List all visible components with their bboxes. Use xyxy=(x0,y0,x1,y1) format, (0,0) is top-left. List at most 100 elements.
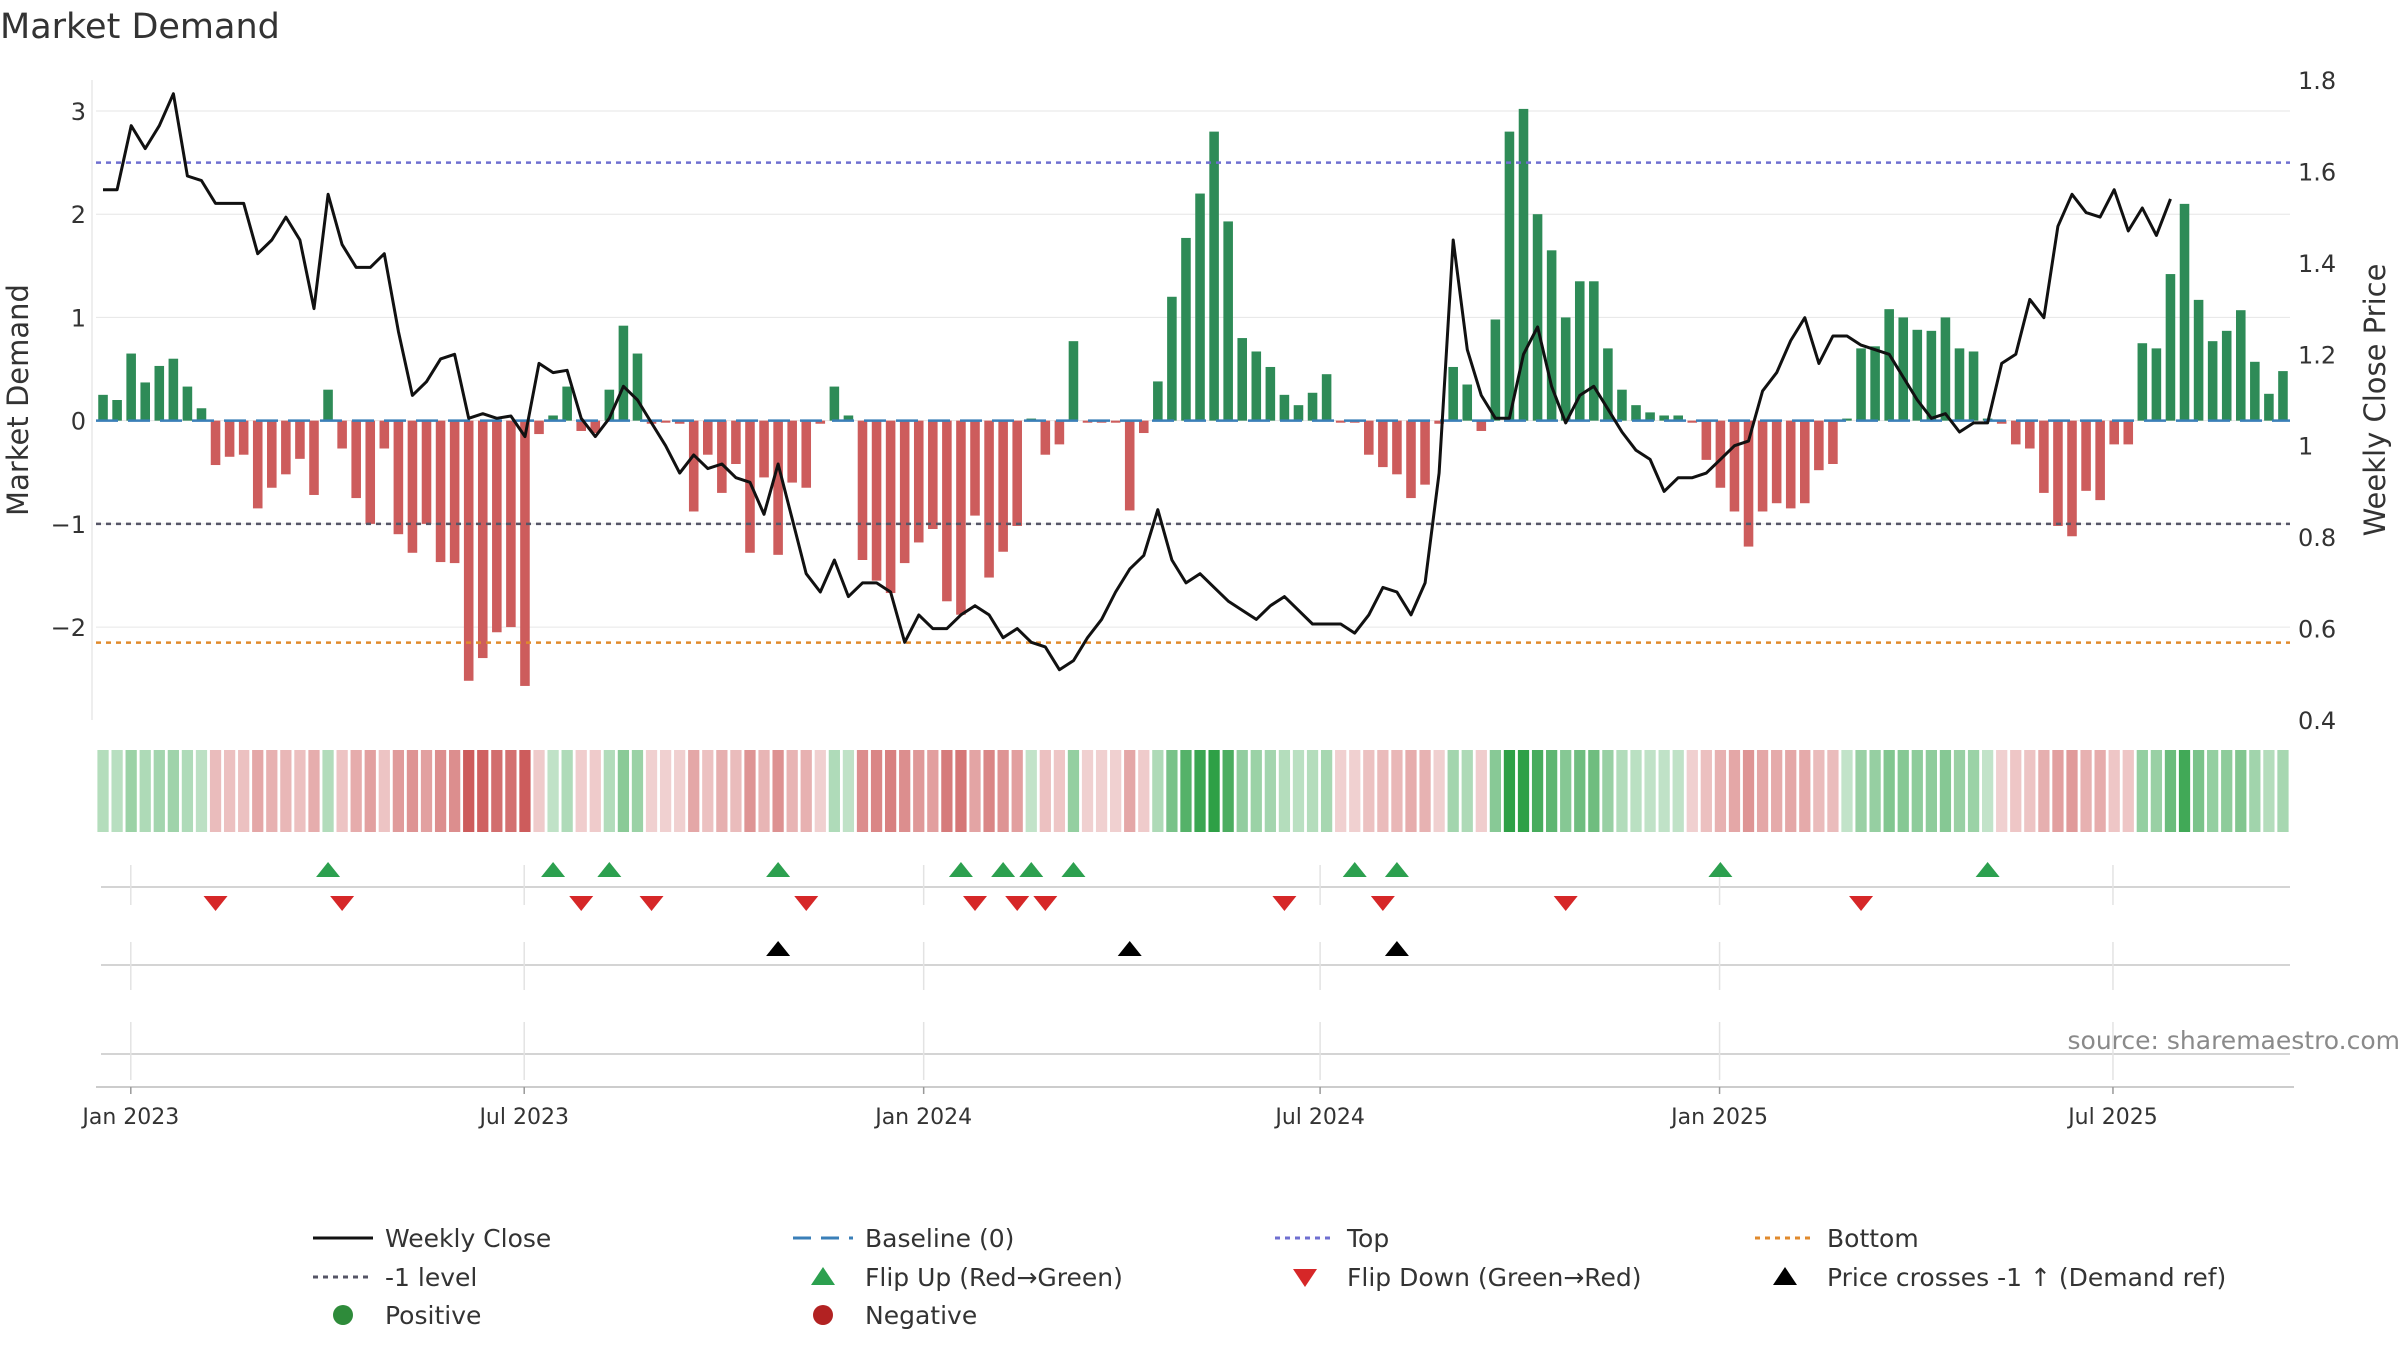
chart-title: Market Demand xyxy=(0,7,280,47)
strip-cell xyxy=(1053,750,1066,832)
demand-bar xyxy=(1054,420,1065,445)
strip-cell xyxy=(1813,750,1825,832)
strip-cell xyxy=(1799,750,1811,832)
demand-bar xyxy=(2235,310,2246,421)
left-tick-label: −1 xyxy=(51,511,86,539)
flip-up-marker xyxy=(766,862,791,877)
legend-top-label: Top xyxy=(1346,1224,1389,1253)
strip-cell xyxy=(266,750,278,832)
strip-cell xyxy=(1377,750,1389,832)
strip-cell xyxy=(1236,750,1248,832)
demand-bar xyxy=(126,353,136,421)
strip-cell xyxy=(1644,750,1656,832)
demand-bar xyxy=(562,386,572,421)
right-tick-label: 0.4 xyxy=(2298,707,2336,735)
strip-cell xyxy=(1925,750,1937,832)
demand-bar xyxy=(98,394,108,421)
demand-bar xyxy=(956,420,966,615)
demand-bar xyxy=(267,420,277,488)
price-cross-marker xyxy=(766,941,791,956)
strip-cell xyxy=(1756,750,1769,832)
strip-cell xyxy=(1546,750,1558,832)
strip-cell xyxy=(1419,750,1431,832)
demand-bar xyxy=(2123,420,2134,445)
strip-cell xyxy=(2136,750,2148,832)
strip-cell xyxy=(659,750,672,832)
demand-bar xyxy=(632,353,643,421)
demand-bar xyxy=(435,420,446,563)
flip-down-marker xyxy=(330,896,355,911)
strip-cell xyxy=(1278,750,1291,832)
demand-bar xyxy=(477,420,488,659)
strip-cell xyxy=(561,750,573,832)
strip-cell xyxy=(2192,750,2205,832)
left-tick-label: 0 xyxy=(71,408,86,436)
price-line-layer xyxy=(103,92,2172,672)
flip-down-marker xyxy=(1272,896,1297,911)
strip-cell xyxy=(97,750,109,832)
strip-cell xyxy=(2207,750,2219,832)
demand-bar xyxy=(548,415,558,421)
strip-cell xyxy=(280,750,292,832)
strip-cell xyxy=(2066,750,2078,832)
demand-bar xyxy=(337,420,347,449)
flip-up-marker xyxy=(541,862,566,877)
flip-up-marker xyxy=(316,862,341,877)
flip-up-marker xyxy=(1342,862,1367,877)
strip-cell xyxy=(1124,750,1136,832)
demand-bar xyxy=(2250,361,2260,421)
strip-cell xyxy=(1855,750,1867,832)
demand-bar xyxy=(1842,418,1852,421)
demand-bar xyxy=(492,420,502,633)
strip-cell xyxy=(1152,750,1164,832)
demand-bar xyxy=(154,365,165,421)
demand-bar xyxy=(787,420,797,483)
demand-bar xyxy=(970,420,980,516)
strip-cell xyxy=(1574,750,1586,832)
left-tick-label: 2 xyxy=(71,201,86,229)
strip-cell xyxy=(688,750,700,832)
demand-bar xyxy=(899,420,910,564)
demand-bar xyxy=(2039,420,2049,493)
demand-bar xyxy=(1814,420,1824,471)
strip-cell xyxy=(2235,750,2247,832)
strip-cell xyxy=(1391,750,1403,832)
strip-cell xyxy=(1827,750,1839,832)
demand-bar xyxy=(295,420,305,459)
strip-cell xyxy=(2249,750,2261,832)
strip-cell xyxy=(378,750,390,832)
strip-cell xyxy=(884,750,897,832)
strip-cell xyxy=(547,750,559,832)
strip-cell xyxy=(1897,750,1909,832)
strip-cell xyxy=(1658,750,1670,832)
demand-bar xyxy=(1321,374,1332,421)
demand-bar xyxy=(1757,420,1768,512)
flip-down-marker xyxy=(1005,896,1030,911)
strip-cell xyxy=(1320,750,1333,832)
demand-bar xyxy=(998,420,1008,552)
demand-bar xyxy=(1209,131,1219,421)
demand-bar xyxy=(2010,420,2021,445)
strip-cell xyxy=(1208,750,1220,832)
x-tick-label: Jul 2023 xyxy=(477,1105,569,1130)
legend-weekly-close-label: Weekly Close xyxy=(385,1224,551,1253)
strip-cell xyxy=(1335,750,1347,832)
right-tick-label: 1.8 xyxy=(2298,67,2336,95)
demand-bar xyxy=(1068,341,1079,421)
strip-cell xyxy=(2052,750,2064,832)
strip-cell xyxy=(645,750,658,832)
demand-bar xyxy=(379,420,390,449)
strip-cell xyxy=(2108,750,2120,832)
flip-down-marker xyxy=(963,896,988,911)
strip-cell xyxy=(955,750,967,832)
demand-bar xyxy=(1968,351,1979,421)
demand-bar xyxy=(1279,394,1290,421)
legend-price-crosses-1-demand-ref-swatch xyxy=(1773,1267,1797,1285)
flip-down-marker xyxy=(1033,896,1058,911)
strip-cell xyxy=(870,750,883,832)
demand-bar xyxy=(1645,412,1655,421)
strip-cell xyxy=(1250,750,1262,832)
strip-cell xyxy=(1166,750,1178,832)
demand-bar xyxy=(2137,343,2148,421)
strip-cell xyxy=(519,750,531,832)
